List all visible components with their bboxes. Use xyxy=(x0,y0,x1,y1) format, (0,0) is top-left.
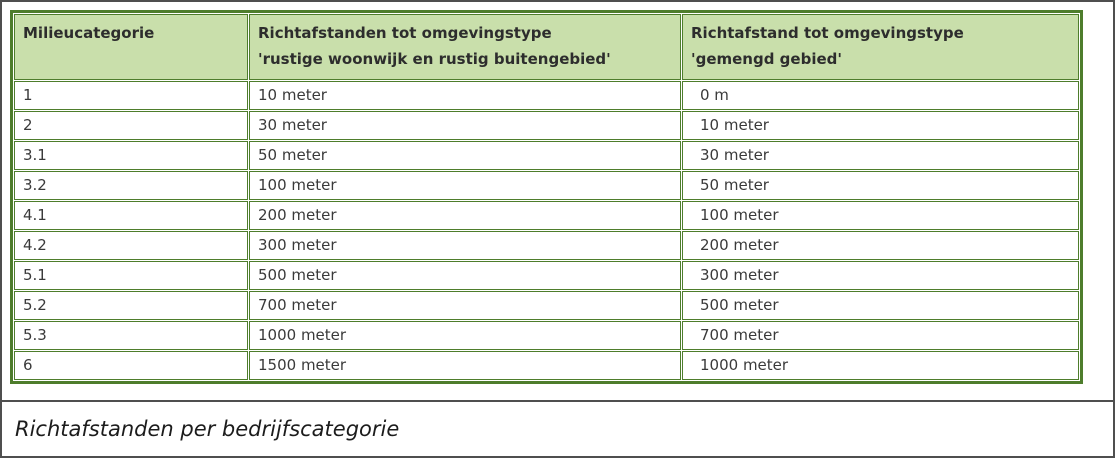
table-row: 6 1500 meter 1000 meter xyxy=(14,351,1079,380)
richtafstand-rustig-cell: 1000 meter xyxy=(249,321,681,350)
header-line: 'rustige woonwijk en rustig buitengebied… xyxy=(258,50,611,68)
richtafstand-gemengd-cell: 100 meter xyxy=(682,201,1079,230)
table-row: 3.1 50 meter 30 meter xyxy=(14,141,1079,170)
table-row: 5.3 1000 meter 700 meter xyxy=(14,321,1079,350)
table-row: 3.2 100 meter 50 meter xyxy=(14,171,1079,200)
milieucategorie-cell: 5.2 xyxy=(14,291,248,320)
milieucategorie-cell: 4.1 xyxy=(14,201,248,230)
richtafstanden-table: Milieucategorie Richtafstanden tot omgev… xyxy=(10,10,1083,384)
milieucategorie-cell: 5.1 xyxy=(14,261,248,290)
richtafstand-rustig-cell: 100 meter xyxy=(249,171,681,200)
richtafstand-gemengd-cell: 1000 meter xyxy=(682,351,1079,380)
richtafstand-rustig-cell: 1500 meter xyxy=(249,351,681,380)
richtafstand-gemengd-cell: 700 meter xyxy=(682,321,1079,350)
richtafstand-rustig-cell: 300 meter xyxy=(249,231,681,260)
column-header-richtafstand-gemengd: Richtafstand tot omgevingstype 'gemengd … xyxy=(682,14,1079,80)
column-header-milieucategorie: Milieucategorie xyxy=(14,14,248,80)
richtafstand-rustig-cell: 200 meter xyxy=(249,201,681,230)
table-row: 4.1 200 meter 100 meter xyxy=(14,201,1079,230)
header-line: 'gemengd gebied' xyxy=(691,50,842,68)
table-wrapper: Milieucategorie Richtafstanden tot omgev… xyxy=(2,2,1113,400)
header-line: Richtafstanden tot omgevingstype xyxy=(258,24,552,42)
milieucategorie-cell: 3.2 xyxy=(14,171,248,200)
richtafstand-gemengd-cell: 50 meter xyxy=(682,171,1079,200)
richtafstand-rustig-cell: 30 meter xyxy=(249,111,681,140)
milieucategorie-cell: 6 xyxy=(14,351,248,380)
table-row: 5.2 700 meter 500 meter xyxy=(14,291,1079,320)
header-line: Milieucategorie xyxy=(23,24,155,42)
richtafstand-rustig-cell: 10 meter xyxy=(249,81,681,110)
richtafstand-gemengd-cell: 500 meter xyxy=(682,291,1079,320)
milieucategorie-cell: 5.3 xyxy=(14,321,248,350)
milieucategorie-cell: 2 xyxy=(14,111,248,140)
milieucategorie-cell: 1 xyxy=(14,81,248,110)
milieucategorie-cell: 3.1 xyxy=(14,141,248,170)
table-caption: Richtafstanden per bedrijfscategorie xyxy=(15,417,400,441)
table-row: 1 10 meter 0 m xyxy=(14,81,1079,110)
column-header-richtafstand-rustig: Richtafstanden tot omgevingstype 'rustig… xyxy=(249,14,681,80)
header-line: Richtafstand tot omgevingstype xyxy=(691,24,964,42)
table-row: 2 30 meter 10 meter xyxy=(14,111,1079,140)
richtafstand-rustig-cell: 500 meter xyxy=(249,261,681,290)
richtafstand-gemengd-cell: 0 m xyxy=(682,81,1079,110)
richtafstand-rustig-cell: 700 meter xyxy=(249,291,681,320)
richtafstand-gemengd-cell: 200 meter xyxy=(682,231,1079,260)
table-row: 5.1 500 meter 300 meter xyxy=(14,261,1079,290)
table-row: 4.2 300 meter 200 meter xyxy=(14,231,1079,260)
caption-bar: Richtafstanden per bedrijfscategorie xyxy=(2,400,1113,456)
richtafstand-rustig-cell: 50 meter xyxy=(249,141,681,170)
header-row: Milieucategorie Richtafstanden tot omgev… xyxy=(14,14,1079,80)
richtafstand-gemengd-cell: 300 meter xyxy=(682,261,1079,290)
milieucategorie-cell: 4.2 xyxy=(14,231,248,260)
richtafstand-gemengd-cell: 30 meter xyxy=(682,141,1079,170)
richtafstand-gemengd-cell: 10 meter xyxy=(682,111,1079,140)
